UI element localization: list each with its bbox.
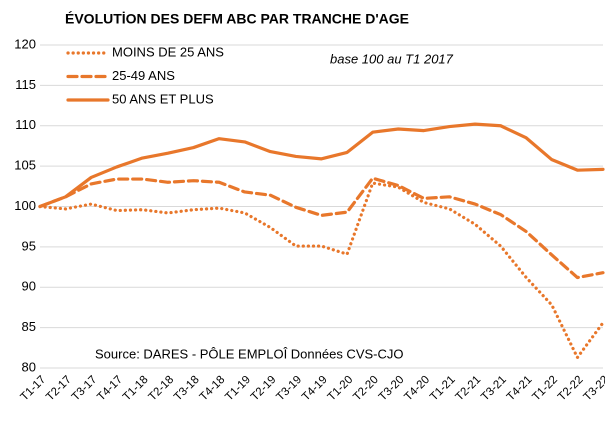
source-note: Source: DARES - PÔLE EMPLOÎ Données CVS-… xyxy=(95,346,404,361)
x-tick-label: T3-22 xyxy=(582,374,605,404)
y-tick-label: 115 xyxy=(15,77,36,92)
line-series xyxy=(38,181,605,360)
annotation: base 100 au T1 2017 xyxy=(330,51,454,66)
y-tick-label: 95 xyxy=(22,238,36,253)
x-tick-label: T1-19 xyxy=(223,374,253,404)
x-tick-label: T4-19 xyxy=(300,374,330,404)
y-tick-label: 80 xyxy=(22,359,36,374)
x-tick-label: T1-18 xyxy=(121,374,151,404)
x-tick-label: T2-21 xyxy=(454,374,484,404)
x-tick-label: T3-17 xyxy=(70,374,100,404)
legend-label: 50 ANS ET PLUS xyxy=(112,91,214,106)
x-tick-label: T3-21 xyxy=(479,374,509,404)
x-tick-label: T4-20 xyxy=(402,374,432,404)
y-tick-label: 120 xyxy=(14,36,36,51)
y-tick-label: 105 xyxy=(14,158,36,173)
x-tick-label: T4-17 xyxy=(95,374,125,404)
x-tick-label: T4-21 xyxy=(505,374,535,404)
x-tick-label: T2-20 xyxy=(351,374,381,404)
x-tick-label: T2-22 xyxy=(556,374,586,404)
x-tick-label: T3-20 xyxy=(377,374,407,404)
x-tick-label: T4-18 xyxy=(198,374,228,404)
line-series xyxy=(38,176,605,280)
x-tick-label: T1-22 xyxy=(530,374,560,404)
x-tick-label: T3-18 xyxy=(172,374,202,404)
x-tick-label: T1-21 xyxy=(428,374,458,404)
chart-title: ÉVOLUTİON DES DEFM ABC PAR TRANCHE D'AGE xyxy=(65,11,409,27)
line-series xyxy=(38,122,605,209)
y-tick-label: 100 xyxy=(14,198,36,213)
y-tick-label: 110 xyxy=(15,117,36,132)
x-tick-label: T3-19 xyxy=(274,374,304,404)
x-tick-label: T2-19 xyxy=(249,374,279,404)
x-tick-label: T1-17 xyxy=(19,374,49,404)
legend-label: MOINS DE 25 ANS xyxy=(112,44,224,59)
y-tick-label: 85 xyxy=(22,319,36,334)
x-tick-label: T2-17 xyxy=(44,374,74,404)
legend-label: 25-49 ANS xyxy=(112,68,175,83)
x-tick-label: T2-18 xyxy=(146,374,176,404)
y-tick-label: 90 xyxy=(22,279,36,294)
x-tick-label: T1-20 xyxy=(326,374,356,404)
